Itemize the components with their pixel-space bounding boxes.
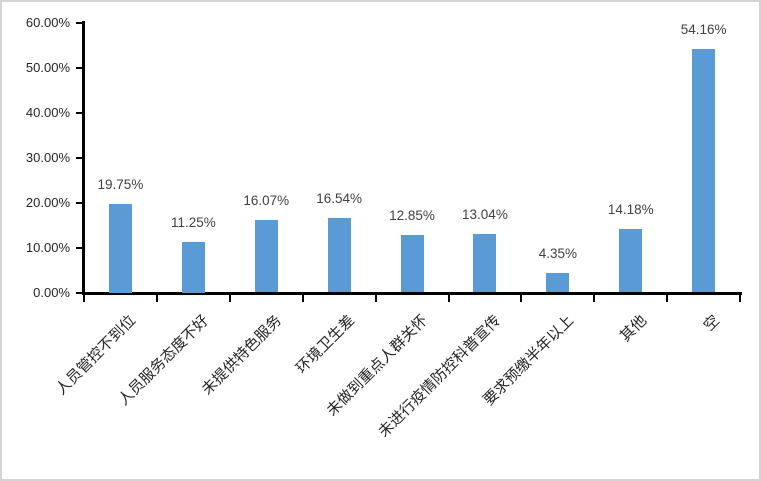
y-axis-tick-mark [76, 247, 82, 249]
bar-value-label: 11.25% [170, 214, 216, 230]
y-axis-tick-mark [76, 202, 82, 204]
bar [546, 272, 570, 293]
bar [400, 234, 424, 293]
y-axis-tick-label: 10.00% [25, 240, 70, 255]
x-axis-tick-mark [228, 294, 231, 302]
x-axis-tick-mark [520, 294, 523, 302]
y-axis-tick-label: 0.00% [33, 285, 70, 300]
bar-value-label: 13.04% [462, 206, 508, 222]
bar [692, 48, 716, 293]
x-axis-tick-mark [739, 294, 742, 302]
y-axis-tick-label: 50.00% [25, 60, 70, 75]
x-axis-tick-mark [666, 294, 669, 302]
x-axis-tick-mark [447, 294, 450, 302]
y-axis-tick-mark [76, 292, 82, 294]
y-axis-tick-label: 30.00% [25, 150, 70, 165]
x-axis-tick-mark [301, 294, 304, 302]
y-axis-tick-label: 60.00% [25, 15, 70, 30]
bar [473, 233, 497, 293]
bar-value-label: 19.75% [97, 176, 144, 192]
bar [327, 218, 351, 293]
bar [254, 220, 278, 293]
bar-value-label: 12.85% [389, 207, 435, 223]
bar-value-label: 16.54% [316, 191, 363, 207]
bar [619, 228, 643, 293]
bar-value-label: 4.35% [538, 245, 577, 261]
y-axis-tick-label: 20.00% [25, 195, 70, 210]
y-axis-line [82, 21, 85, 295]
y-axis-tick-mark [76, 157, 82, 159]
bar-value-label: 14.18% [607, 201, 654, 217]
x-axis-tick-mark [83, 294, 85, 302]
x-axis-tick-mark [593, 294, 596, 302]
x-axis-line [82, 292, 742, 295]
bar-value-label: 54.16% [680, 21, 727, 37]
y-axis-tick-mark [76, 112, 82, 114]
bar [108, 203, 132, 293]
bar [181, 241, 205, 293]
bar-value-label: 16.07% [243, 193, 290, 209]
x-axis-tick-mark [155, 294, 158, 302]
y-axis-tick-mark [76, 67, 82, 69]
y-axis-tick-label: 40.00% [25, 105, 70, 120]
x-axis-tick-mark [374, 294, 377, 302]
y-axis-tick-mark [76, 22, 82, 24]
